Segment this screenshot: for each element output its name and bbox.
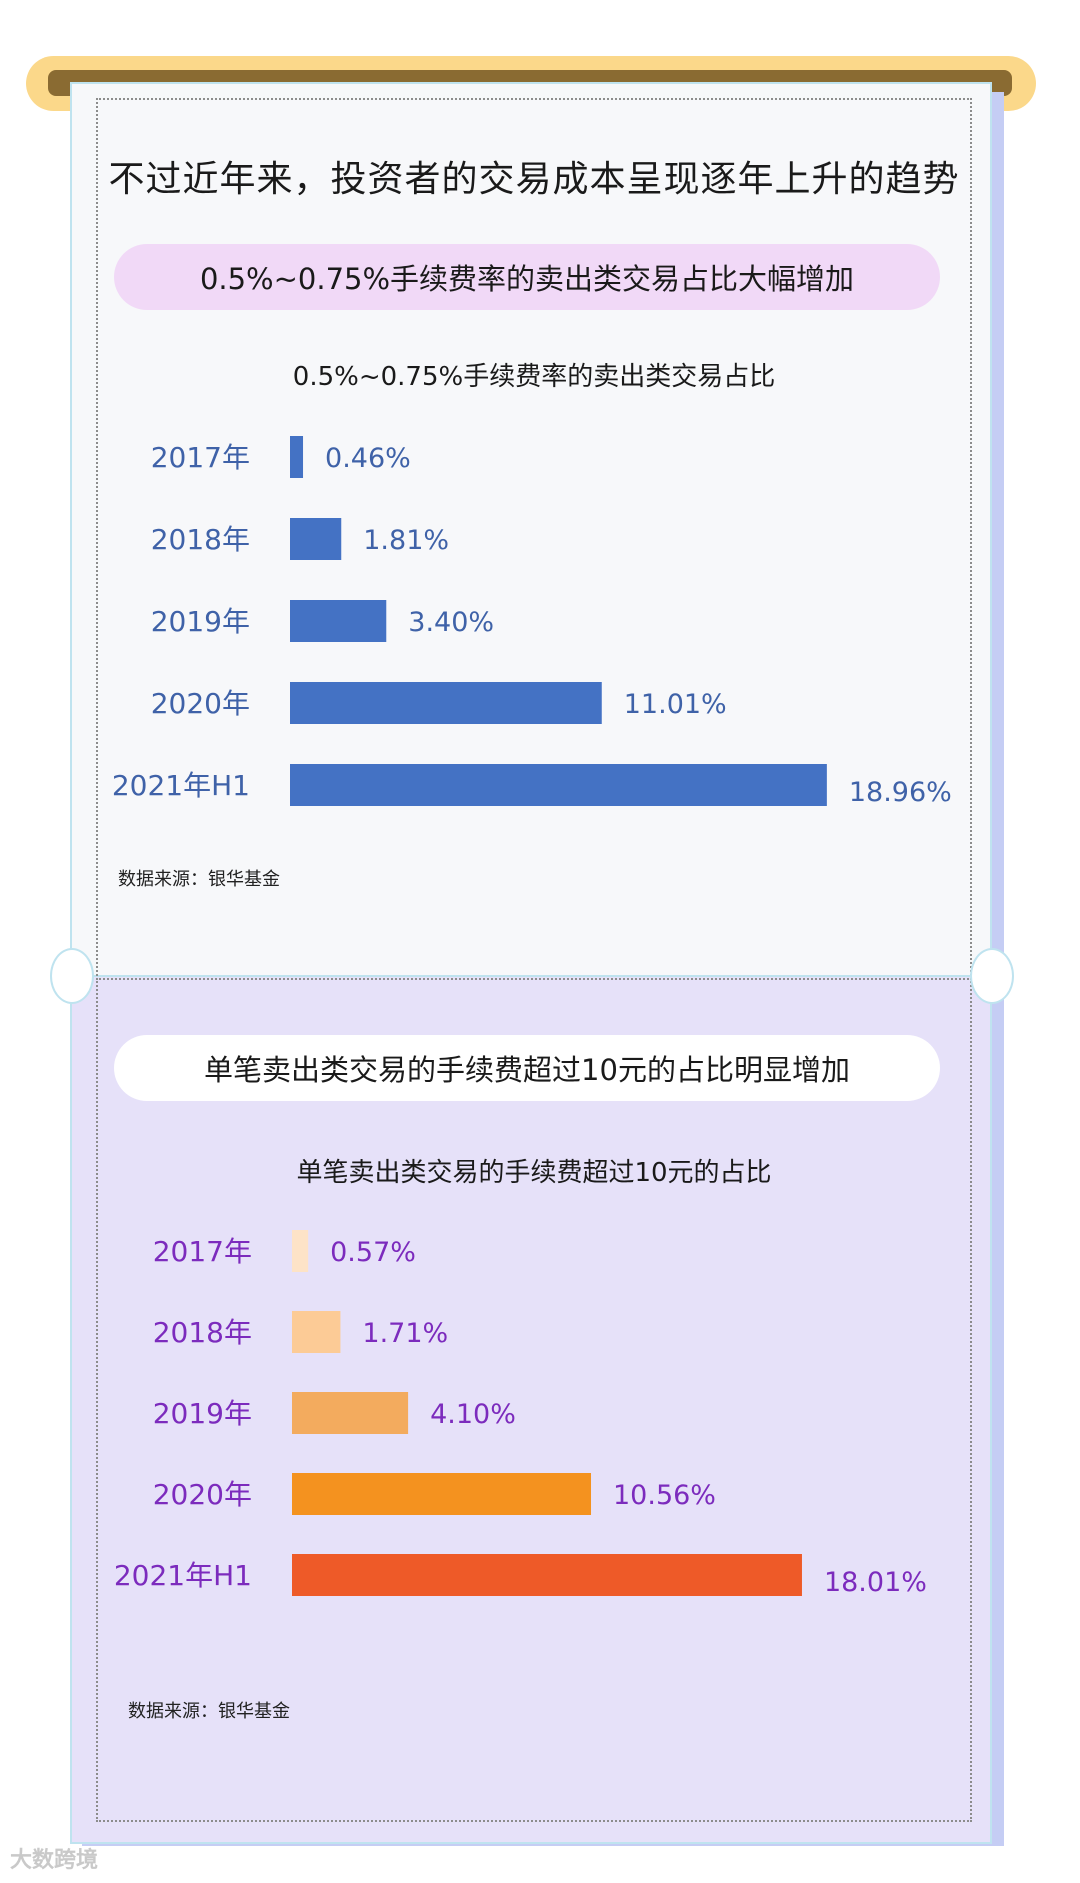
value-label: 4.10% (430, 1399, 516, 1430)
value-label: 1.81% (363, 525, 449, 556)
bar (290, 682, 602, 724)
chart-2: 2017年 0.57% 2018年 1.71% 2019年 4.10% 2020年 10.56… (114, 1230, 927, 1598)
value-label: 0.57% (330, 1237, 416, 1268)
chart-1: 2017年 0.46% 2018年 1.81% 2019年 3.40% 2020年 11.01… (112, 436, 952, 808)
category-label: 2018年 (153, 1316, 252, 1349)
chart-2-title: 单笔卖出类交易的手续费超过10元的占比 (296, 1158, 772, 1188)
ticket-notch-left (50, 948, 94, 1004)
section-2-heading: 单笔卖出类交易的手续费超过10元的占比明显增加 (114, 1035, 940, 1101)
panel-bottom (70, 977, 992, 1844)
bar (292, 1311, 341, 1353)
value-label: 18.96% (849, 777, 952, 808)
category-label: 2021年H1 (112, 769, 250, 802)
chart-2-source: 数据来源：银华基金 (128, 1701, 290, 1722)
bar (290, 436, 304, 478)
value-label: 1.71% (362, 1318, 448, 1349)
ticket-notch-right (970, 948, 1014, 1004)
panel-top (70, 82, 992, 977)
category-label: 2019年 (151, 605, 250, 638)
bar (290, 518, 342, 560)
chart-1-source: 数据来源：银华基金 (118, 869, 280, 890)
value-label: 18.01% (824, 1567, 927, 1598)
value-label: 11.01% (624, 689, 727, 720)
watermark: 大数跨境 (10, 1848, 99, 1873)
section-1-heading: 0.5%~0.75%手续费率的卖出类交易占比大幅增加 (114, 244, 940, 310)
bar (290, 600, 387, 642)
bar (292, 1473, 592, 1515)
dotted-border-top (96, 98, 972, 976)
category-label: 2019年 (153, 1397, 252, 1430)
category-label: 2018年 (151, 523, 250, 556)
bar (290, 764, 827, 806)
dotted-border-bottom (96, 978, 972, 1822)
category-label: 2020年 (153, 1478, 252, 1511)
bar (292, 1230, 309, 1272)
category-label: 2021年H1 (114, 1559, 252, 1592)
value-label: 0.46% (325, 443, 411, 474)
bar (292, 1392, 409, 1434)
page-title: 不过近年来，投资者的交易成本呈现逐年上升的趋势 (108, 159, 960, 200)
category-label: 2020年 (151, 687, 250, 720)
value-label: 3.40% (408, 607, 494, 638)
category-label: 2017年 (151, 441, 250, 474)
chart-1-title: 0.5%~0.75%手续费率的卖出类交易占比 (292, 362, 776, 392)
value-label: 10.56% (613, 1480, 716, 1511)
category-label: 2017年 (153, 1235, 252, 1268)
bar (292, 1554, 802, 1596)
